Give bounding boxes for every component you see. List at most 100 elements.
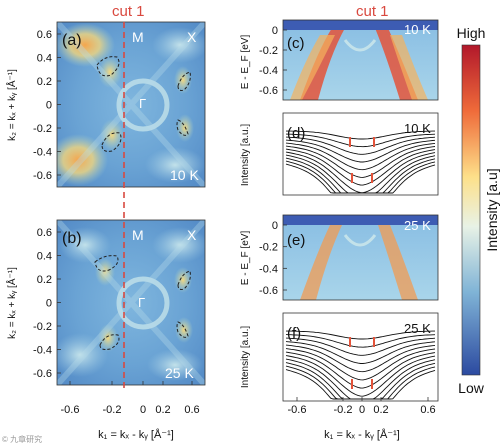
temperature-label: 25 K <box>404 321 431 336</box>
y-tick-label: -0.6 <box>259 285 278 297</box>
y-tick-label: -0.4 <box>259 263 278 275</box>
panel-label: (e) <box>287 232 305 249</box>
panel-f: (f) 25 K <box>282 312 439 402</box>
x-tick-label: 0.2 <box>373 404 388 416</box>
temperature-label: 25 K <box>165 365 194 381</box>
y-tick-label: -0.6 <box>33 170 52 182</box>
pocket-outline <box>94 255 119 272</box>
y-tick-label: -0.4 <box>259 65 278 77</box>
edc-curve <box>285 139 436 163</box>
watermark: © 九章研究 <box>2 434 42 444</box>
left-y-ticks-a: 0.6 0.4 0.2 0 -0.2 -0.4 -0.6 <box>33 29 61 182</box>
y-tick-label: 0 <box>272 25 278 37</box>
pocket-outline <box>96 56 120 77</box>
y-tick-label: -0.2 <box>33 123 52 135</box>
edc-curve <box>285 334 436 348</box>
panel-c: (c) 10 K <box>282 19 439 101</box>
temperature-label: 10 K <box>170 167 199 183</box>
x-tick-label: -0.6 <box>288 404 307 416</box>
panel-d: (d) 10 K <box>282 112 439 196</box>
x-tick-label: 0.6 <box>420 404 435 416</box>
colorbar-high-label: High <box>457 25 486 41</box>
pocket-outline <box>99 334 120 350</box>
right-x-ticks: -0.6 -0.2 0 0.2 0.6 <box>288 397 436 416</box>
panel-label: (c) <box>287 35 305 52</box>
y-tick-label: -0.2 <box>259 242 278 254</box>
left-y-ticks-b: 0.6 0.4 0.2 0 -0.2 -0.4 -0.6 <box>33 227 61 380</box>
y-tick-label: 0.2 <box>37 76 52 88</box>
left-y-axis-label-b: k₂ = kₓ + kᵧ [Å⁻¹] <box>5 267 18 339</box>
edc-curve <box>286 130 435 140</box>
x-tick-label: 0.2 <box>155 404 170 416</box>
cut-label-left: cut 1 <box>112 3 145 20</box>
panel-b: (b) M X Γ 25 K <box>56 219 206 386</box>
x-tick-label: 0 <box>140 404 146 416</box>
edc-curve <box>285 136 436 155</box>
edc-curve <box>285 145 436 178</box>
y-tick-label: -0.6 <box>259 85 278 97</box>
panel-label: (b) <box>62 230 82 247</box>
panel-e: (e) 25 K <box>282 214 439 301</box>
y-tick-label: -0.6 <box>33 368 52 380</box>
edc-curve <box>285 163 436 194</box>
edc-curves-d <box>285 130 436 194</box>
y-tick-label: 0 <box>46 298 52 310</box>
x-tick-label: -0.2 <box>334 404 353 416</box>
left-x-ticks: -0.6 -0.2 0 0.2 0.6 <box>61 381 200 416</box>
X-point-label: X <box>187 29 197 45</box>
x-tick-label: 0 <box>359 404 365 416</box>
edc-curve <box>285 351 436 389</box>
edc-curve <box>285 148 436 186</box>
edc-curve <box>285 142 436 171</box>
colorbar: High Low Intensity [a.u] <box>457 25 500 396</box>
edc-curves-f <box>285 330 436 400</box>
M-point-label: M <box>132 227 144 243</box>
edc-curve <box>285 355 436 397</box>
y-tick-label: -0.4 <box>33 147 52 159</box>
temperature-label: 10 K <box>404 121 431 136</box>
edc-curve <box>285 344 436 373</box>
edc-curve <box>285 337 436 356</box>
pocket-outline <box>176 321 189 338</box>
right-y-ticks-e: 0 -0.2 -0.4 -0.6 <box>259 220 287 297</box>
X-point-label: X <box>187 227 197 243</box>
energy-axis-label-e: E - E_F [eV] <box>240 231 251 286</box>
right-y-ticks-c: 0 -0.2 -0.4 -0.6 <box>259 25 287 97</box>
cut-label-right: cut 1 <box>356 3 389 20</box>
x-tick-label: -0.6 <box>61 404 80 416</box>
edc-curve <box>285 133 436 148</box>
panel-label: (a) <box>62 32 82 49</box>
right-x-axis-label: k₁ = kₓ - kᵧ [Å⁻¹] <box>324 428 400 441</box>
edc-curve <box>285 369 436 400</box>
y-tick-label: 0.2 <box>37 274 52 286</box>
panel-label: (d) <box>287 125 305 142</box>
y-tick-label: 0.4 <box>37 53 52 65</box>
colorbar-title: Intensity [a.u] <box>484 168 500 251</box>
y-tick-label: 0 <box>46 100 52 112</box>
Gamma-point-label: Γ <box>139 96 146 111</box>
y-tick-label: -0.2 <box>33 321 52 333</box>
intensity-axis-label-f: Intensity [a.u.] <box>240 326 251 388</box>
edc-curve <box>285 348 436 381</box>
y-tick-label: -0.2 <box>259 45 278 57</box>
M-point-label: M <box>132 29 144 45</box>
pocket-outline <box>176 119 189 136</box>
intensity-axis-label-d: Intensity [a.u.] <box>240 124 251 186</box>
Gamma-point-label: Γ <box>138 295 145 310</box>
y-tick-label: 0.4 <box>37 251 52 263</box>
left-y-axis-label-a: k₂ = kₓ + kᵧ [Å⁻¹] <box>5 69 18 141</box>
y-tick-label: -0.4 <box>33 345 52 357</box>
x-tick-label: 0.6 <box>184 404 199 416</box>
pocket-outline <box>177 71 191 91</box>
energy-axis-label-c: E - E_F [eV] <box>240 35 251 90</box>
panel-a: (a) M X Γ 10 K <box>56 21 206 188</box>
pocket-outline <box>101 132 122 152</box>
edc-curve <box>286 330 435 340</box>
temperature-label: 25 K <box>404 218 431 233</box>
pocket-outline <box>177 270 191 290</box>
y-tick-label: 0.6 <box>37 227 52 239</box>
temperature-label: 10 K <box>404 22 431 37</box>
y-tick-label: 0 <box>272 220 278 232</box>
left-x-axis-label: k₁ = kₓ - kᵧ [Å⁻¹] <box>98 428 174 441</box>
